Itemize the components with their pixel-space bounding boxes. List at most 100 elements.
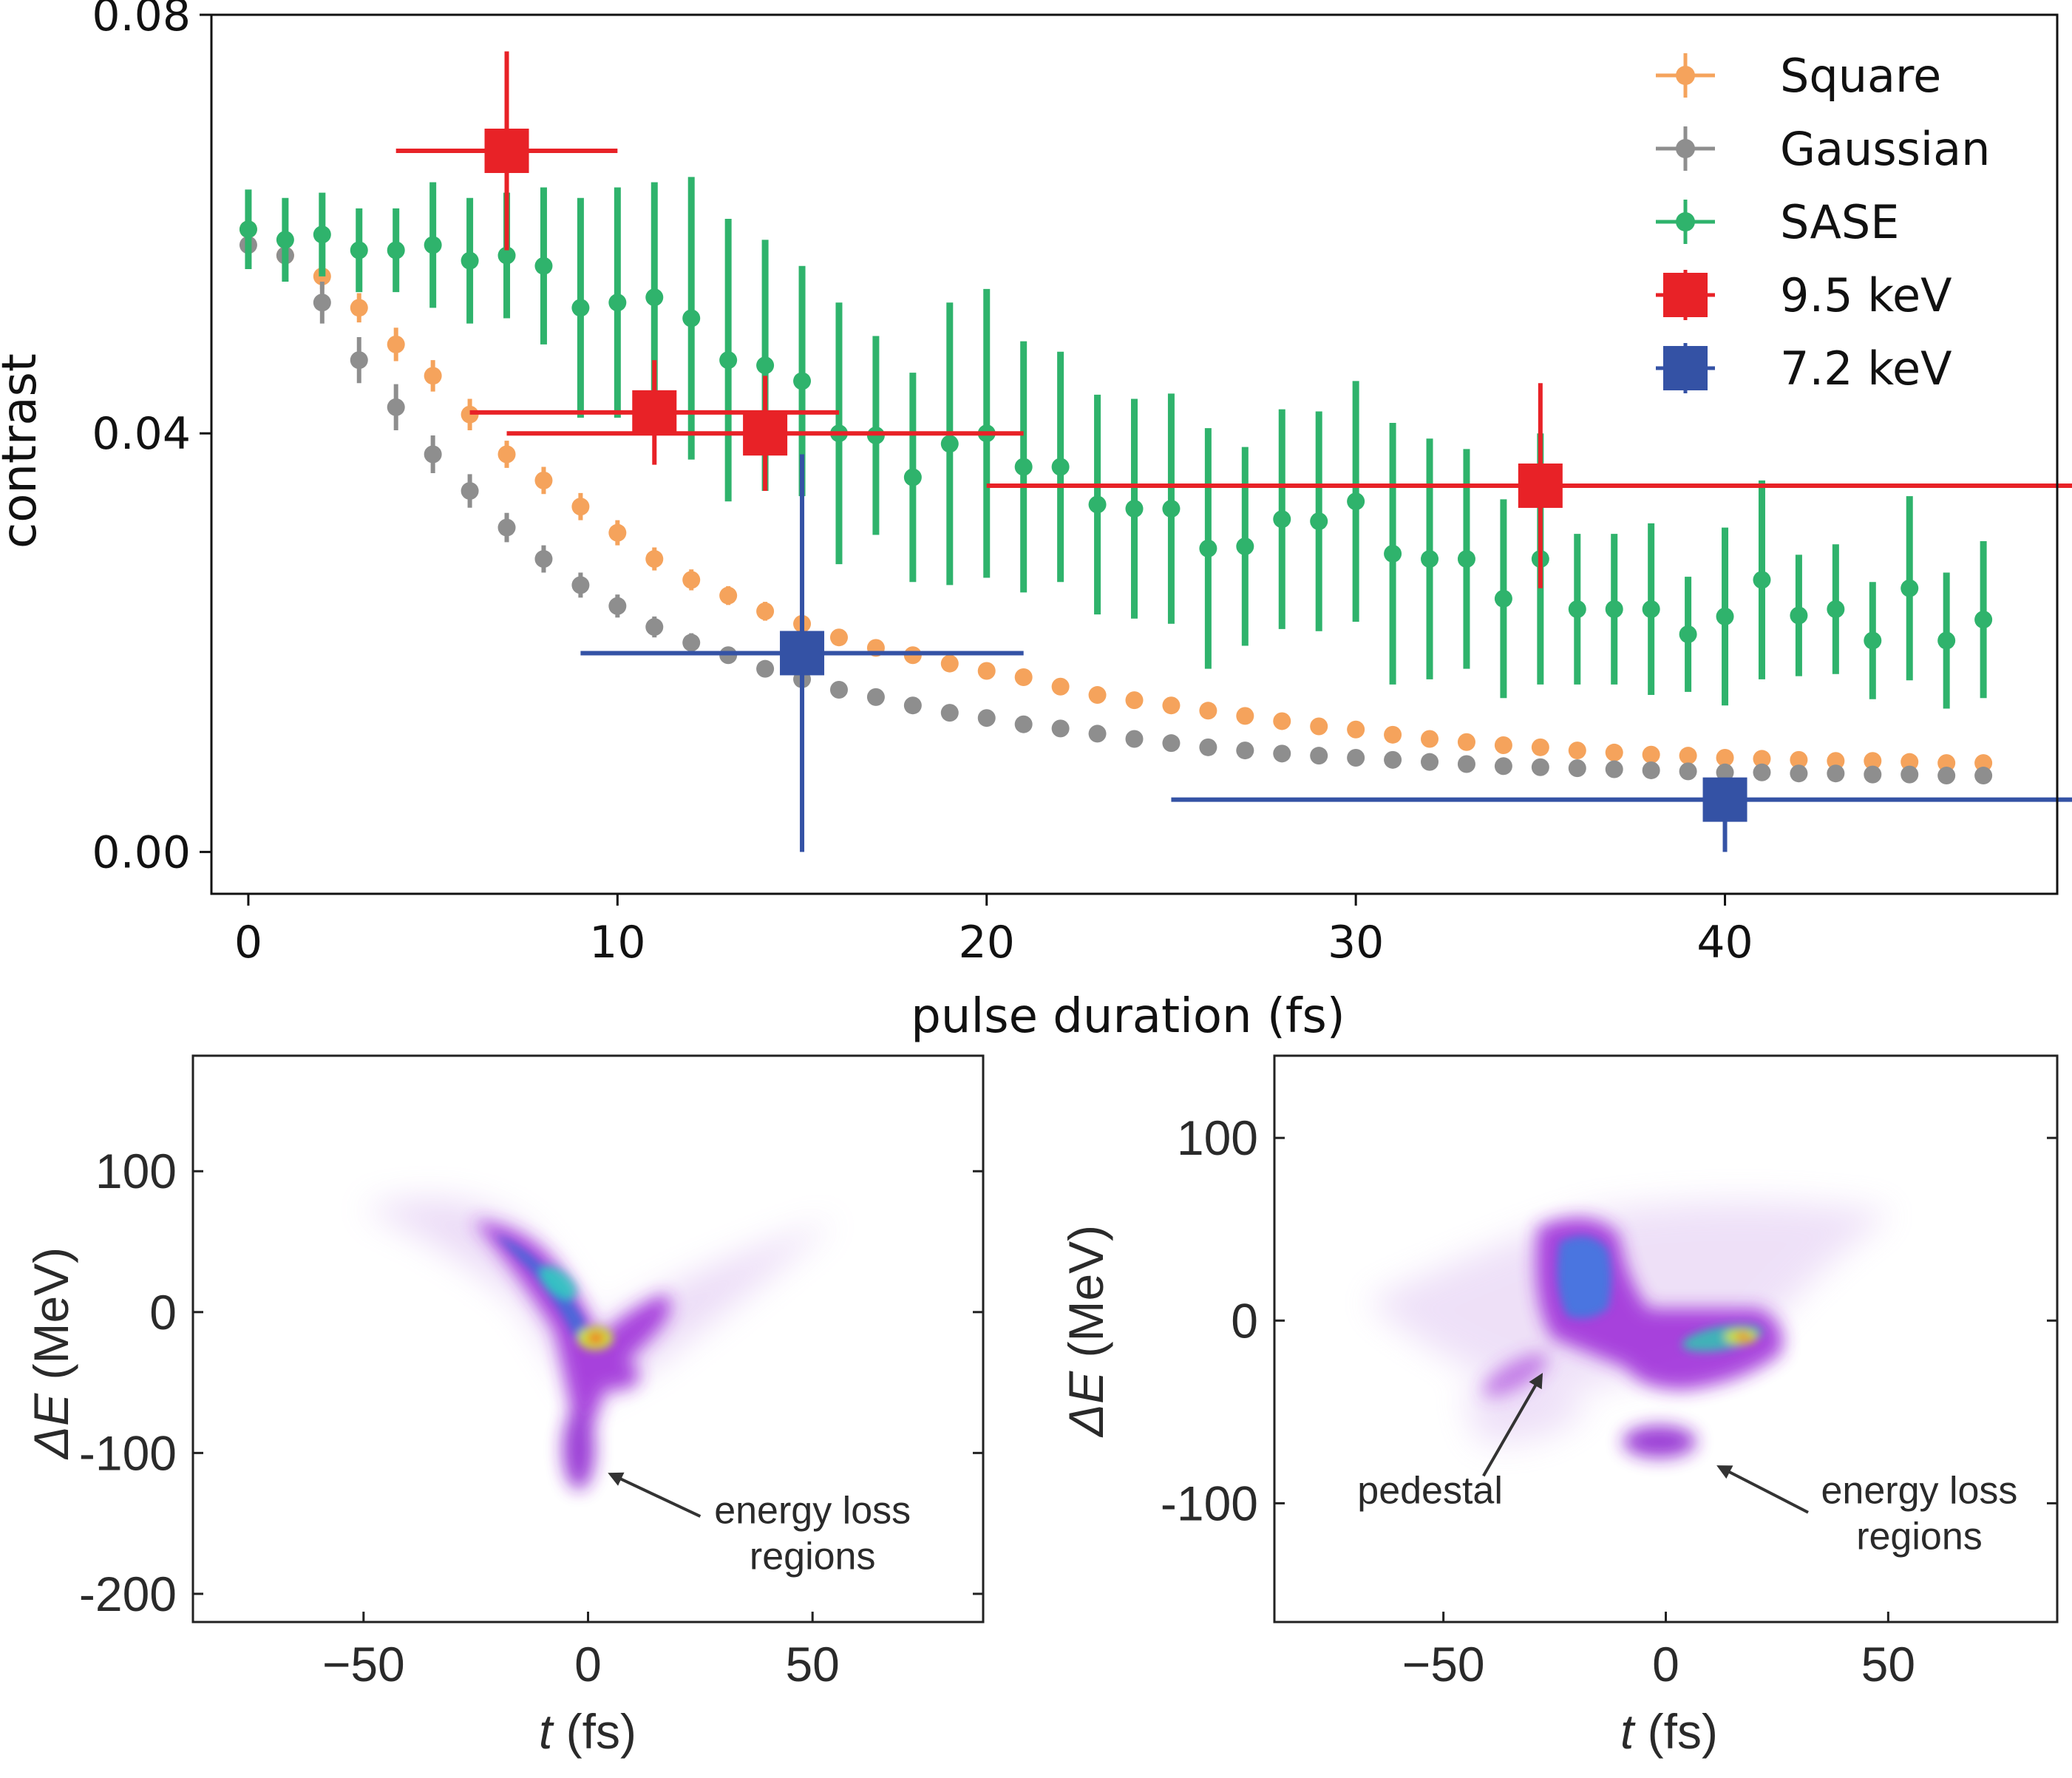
data-point — [1790, 750, 1808, 769]
data-point — [1937, 767, 1956, 785]
data-point — [1494, 589, 1512, 608]
data-point — [1937, 631, 1956, 650]
legend-label: 9.5 keV — [1780, 268, 1952, 322]
series-square — [239, 219, 1993, 773]
annotation-arrow — [1716, 1465, 1809, 1514]
x-tick-label: 40 — [1696, 917, 1753, 968]
data-point — [424, 236, 442, 254]
data-point — [608, 523, 627, 542]
data-point — [1347, 720, 1365, 739]
data-point — [1864, 765, 1882, 784]
data-point — [1051, 458, 1070, 476]
data-point — [1605, 760, 1623, 778]
data-point — [1518, 463, 1563, 508]
data-point — [534, 471, 553, 489]
data-point — [1384, 750, 1402, 769]
data-point — [497, 246, 516, 265]
data-point — [608, 293, 627, 312]
data-point — [1568, 742, 1586, 760]
legend-marker — [1676, 139, 1695, 158]
data-point — [424, 445, 442, 464]
legend-label: SASE — [1780, 195, 1899, 249]
data-point — [350, 351, 368, 370]
y-tick-label: 100 — [1177, 1110, 1258, 1165]
data-point — [1494, 736, 1512, 755]
data-point — [719, 586, 738, 605]
data-point — [239, 220, 257, 239]
x-tick-label: 20 — [959, 917, 1015, 968]
data-point — [1199, 539, 1217, 557]
data-point — [719, 351, 738, 370]
data-point — [313, 225, 331, 244]
data-point — [1716, 763, 1734, 781]
data-point — [1162, 500, 1181, 518]
data-point — [1273, 744, 1291, 763]
legend: Square Gaussian SASE 9.5 keV 7.2 keV — [1656, 49, 1990, 396]
annotation-text: regions — [750, 1536, 876, 1578]
data-point — [1642, 761, 1660, 779]
x-axis-label: pulse duration (fs) — [911, 989, 1345, 1044]
data-point — [1236, 537, 1254, 556]
data-point — [1088, 495, 1107, 514]
legend-label: Square — [1780, 49, 1941, 103]
data-point — [645, 550, 664, 569]
x-tick-label: 30 — [1328, 917, 1384, 968]
data-point — [1162, 734, 1181, 753]
data-point — [1236, 742, 1254, 760]
phase-space-right-chart: −50 0 50 100 0 -100 t (fs) ΔE (MeV) pedestal… — [1059, 1054, 2059, 1759]
data-point — [1531, 738, 1549, 756]
annotation-text: regions — [1856, 1515, 1983, 1558]
data-point — [756, 659, 775, 678]
data-point — [1901, 579, 1919, 597]
data-point — [1162, 696, 1181, 715]
data-point — [1347, 492, 1365, 511]
annotation-arrow — [608, 1472, 702, 1518]
data-point — [1605, 600, 1623, 618]
legend-label: 7.2 keV — [1780, 342, 1952, 396]
y-axis-label-right: ΔE (MeV) — [1059, 1225, 1113, 1438]
data-point — [534, 257, 553, 275]
data-point — [461, 251, 479, 270]
plot-frame — [210, 13, 2059, 895]
data-point — [1310, 717, 1328, 736]
y-tick-label: -200 — [79, 1567, 177, 1621]
data-point — [1753, 763, 1771, 781]
data-point — [497, 445, 516, 464]
x-axis-label-left: t (fs) — [539, 1704, 636, 1759]
legend-item: 7.2 keV — [1656, 342, 1952, 396]
data-point — [534, 550, 553, 569]
data-point — [1310, 512, 1328, 531]
series-7-2-kev — [580, 454, 2072, 852]
data-point — [1753, 750, 1771, 768]
data-point — [1716, 607, 1734, 625]
x-axis-label-right: t (fs) — [1620, 1704, 1718, 1759]
series-gaussian — [239, 229, 1993, 785]
annotation-text: pedestal — [1357, 1469, 1503, 1512]
data-point — [1273, 510, 1291, 529]
data-point — [1531, 758, 1549, 776]
data-point — [632, 390, 677, 435]
contrast-vs-pulse-duration-chart: 0 10 20 30 40 0.00 0.04 0.08 pulse duration (f… — [0, 0, 2072, 1044]
data-point — [1642, 745, 1660, 764]
data-point — [350, 299, 368, 317]
y-tick-label: -100 — [79, 1425, 177, 1480]
data-point — [1790, 606, 1808, 625]
x-axis-ticks: 0 10 20 30 40 — [234, 894, 1753, 968]
data-point — [1702, 777, 1747, 822]
data-point — [866, 688, 885, 706]
data-point — [645, 618, 664, 637]
data-point — [1236, 707, 1254, 725]
data-point — [350, 241, 368, 259]
data-point — [1864, 631, 1882, 650]
y-tick-label: 100 — [95, 1144, 177, 1198]
data-point — [1014, 458, 1033, 476]
data-point — [1901, 753, 1919, 771]
data-point — [1642, 600, 1660, 618]
data-point — [682, 634, 701, 652]
annotation-arrow — [1482, 1372, 1543, 1477]
data-point — [571, 576, 590, 594]
annotation: pedestal — [1357, 1372, 1543, 1512]
data-point — [756, 356, 775, 375]
